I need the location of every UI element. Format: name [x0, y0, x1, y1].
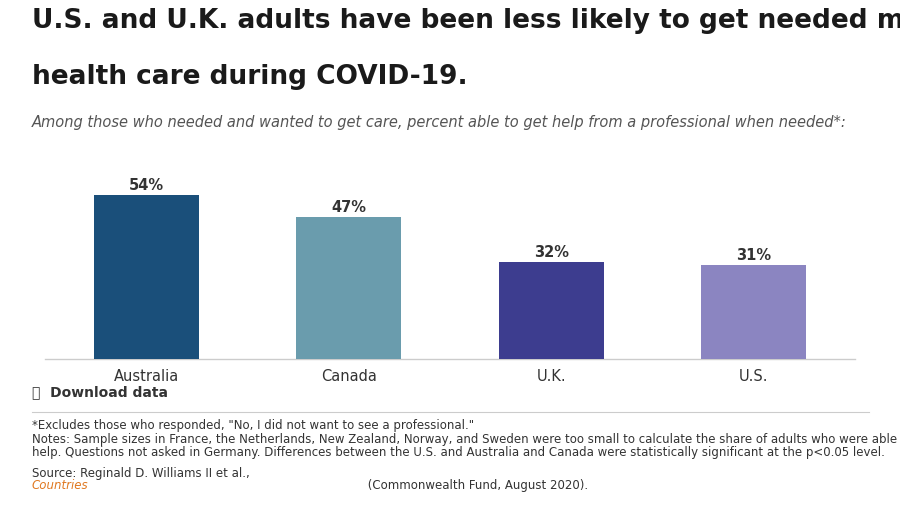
Text: 54%: 54% — [129, 178, 164, 193]
Bar — [701, 265, 806, 359]
Text: Countries: Countries — [32, 478, 88, 491]
Text: ⤓  Download data: ⤓ Download data — [32, 384, 167, 398]
Text: Among those who needed and wanted to get care, percent able to get help from a p: Among those who needed and wanted to get… — [32, 115, 846, 129]
Text: U.S. and U.K. adults have been less likely to get needed mental: U.S. and U.K. adults have been less like… — [32, 8, 900, 34]
Text: *Excludes those who responded, "No, I did not want to see a professional.": *Excludes those who responded, "No, I di… — [32, 418, 473, 431]
Bar — [94, 196, 199, 359]
Text: 47%: 47% — [331, 199, 366, 214]
Text: (Commonwealth Fund, August 2020).: (Commonwealth Fund, August 2020). — [364, 478, 589, 491]
Bar — [296, 217, 401, 359]
Text: help. Questions not asked in Germany. Differences between the U.S. and Australia: help. Questions not asked in Germany. Di… — [32, 445, 885, 458]
Text: health care during COVID-19.: health care during COVID-19. — [32, 64, 467, 90]
Text: 31%: 31% — [736, 247, 771, 262]
Text: 32%: 32% — [534, 244, 569, 260]
Text: Notes: Sample sizes in France, the Netherlands, New Zealand, Norway, and Sweden : Notes: Sample sizes in France, the Nethe… — [32, 433, 900, 445]
Text: Source: Reginald D. Williams II et al.,: Source: Reginald D. Williams II et al., — [32, 466, 253, 478]
Bar — [499, 262, 604, 359]
